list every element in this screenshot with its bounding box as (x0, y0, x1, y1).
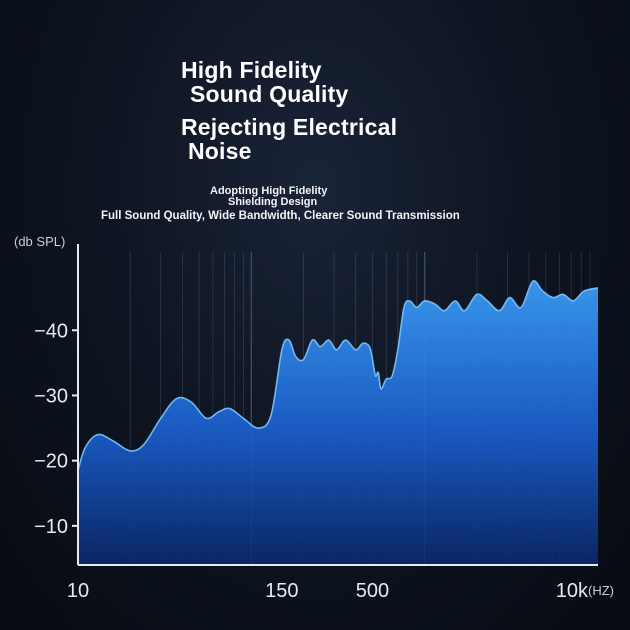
headline-line-4: Noise (188, 138, 252, 164)
x-tick-label: 150 (265, 580, 298, 602)
x-tick-label: 10k (556, 580, 589, 602)
x-tick-label: 10 (67, 580, 89, 602)
y-tick-label: −10 (34, 516, 68, 538)
y-tick-label: −20 (34, 451, 68, 473)
subtext-line-3: Full Sound Quality, Wide Bandwidth, Clea… (101, 210, 460, 222)
series-line (77, 280, 599, 471)
y-axis-ticks: −10 −20 −30 −40 (34, 320, 78, 538)
y-tick-label: −40 (34, 320, 68, 342)
x-axis-label: (HZ) (588, 583, 614, 598)
frequency-response-chart: −10 −20 −30 −40 10 150 500 10k (db SPL) (HZ) (14, 234, 614, 602)
headline-line-2: Sound Quality (190, 81, 349, 107)
series-area (78, 280, 598, 565)
headline-line-3: Rejecting Electrical (181, 114, 398, 140)
y-axis-label: (db SPL) (14, 234, 65, 249)
y-tick-label: −30 (34, 385, 68, 407)
subtext-line-1: Adopting High Fidelity (210, 185, 328, 197)
x-axis-ticks: 10 150 500 10k (67, 580, 589, 602)
headline-line-1: High Fidelity (181, 57, 322, 83)
x-tick-label: 500 (356, 580, 389, 602)
subtext-line-2: Shielding Design (228, 196, 318, 208)
